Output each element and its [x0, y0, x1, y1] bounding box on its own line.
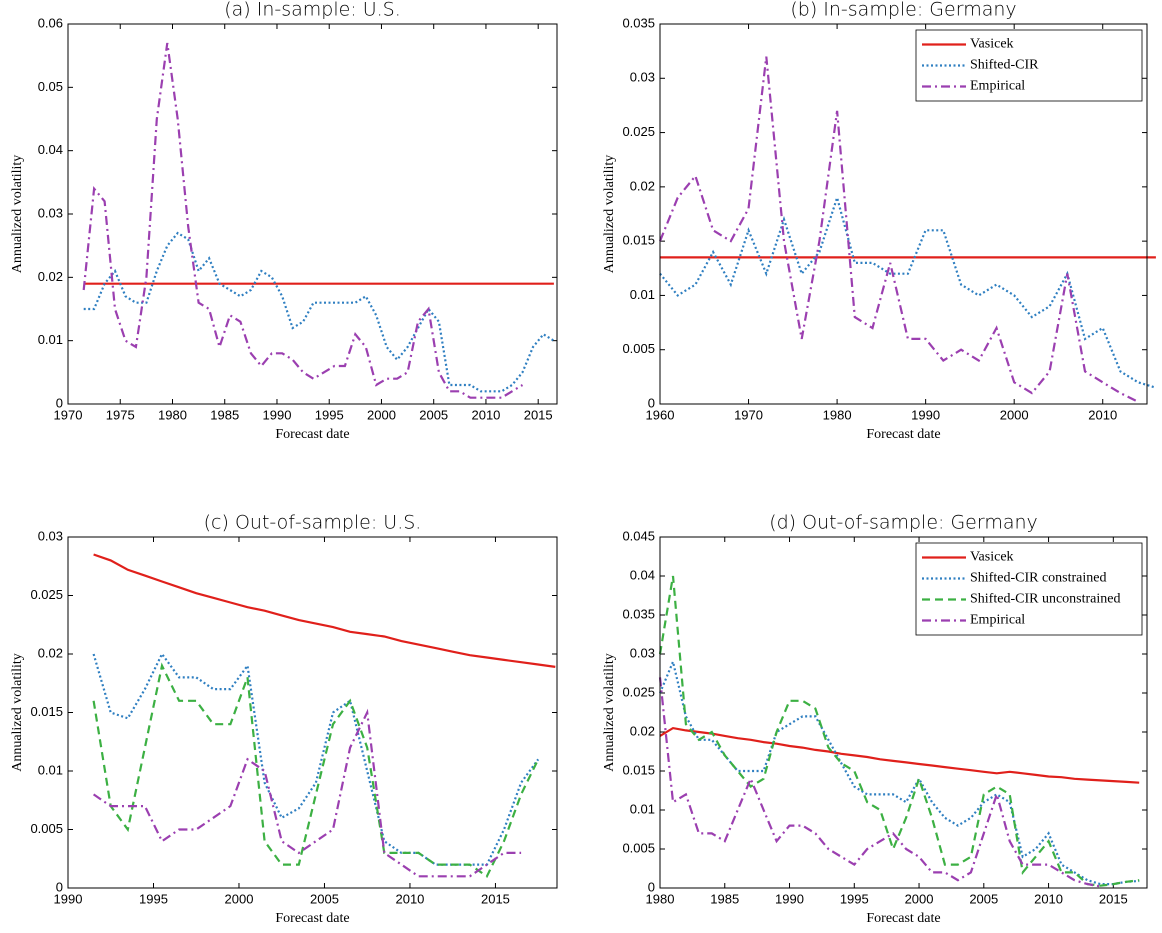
- x-tick-label: 2010: [1034, 891, 1063, 906]
- x-tick-label: 2015: [524, 407, 553, 422]
- y-tick-label: 0.005: [622, 341, 655, 356]
- y-tick-label: 0.03: [630, 70, 655, 85]
- series-line: [92, 651, 540, 866]
- y-tick-label: 0: [648, 395, 655, 410]
- x-tick-label: 2015: [481, 891, 510, 906]
- y-tick-label: 0.015: [622, 233, 655, 248]
- legend-label: Empirical: [970, 613, 1025, 628]
- x-tick-label: 1980: [646, 891, 675, 906]
- series-line: [658, 677, 1101, 888]
- x-axis-label: Forecast date: [275, 911, 349, 926]
- x-tick-label: 1985: [710, 891, 739, 906]
- x-tick-label: 2010: [1088, 407, 1117, 422]
- series-line: [658, 575, 1140, 887]
- legend-label: Vasicek: [970, 37, 1014, 52]
- x-tick-label: 2005: [310, 891, 339, 906]
- y-tick-label: 0.01: [630, 801, 655, 816]
- plot-frame: [659, 536, 1148, 889]
- y-axis-label: Annualized volatility: [602, 155, 617, 274]
- y-tick-label: 0.04: [630, 567, 655, 582]
- plot-frame: [67, 23, 558, 405]
- x-axis-label: Forecast date: [866, 911, 940, 926]
- x-tick-label: 1980: [823, 407, 852, 422]
- series-line: [658, 56, 1139, 403]
- x-tick-label: 2000: [905, 891, 934, 906]
- x-tick-label: 1985: [210, 407, 239, 422]
- legend-label: Shifted-CIR unconstrained: [970, 592, 1120, 607]
- x-tick-label: 1990: [54, 891, 83, 906]
- x-tick-label: 1995: [315, 407, 344, 422]
- x-tick-label: 2010: [471, 407, 500, 422]
- y-tick-label: 0.01: [38, 762, 63, 777]
- series-line: [83, 231, 555, 393]
- y-tick-label: 0.035: [622, 606, 655, 621]
- chart-title: (c) Out-of-sample: U.S.: [204, 512, 422, 534]
- y-tick-label: 0.045: [622, 528, 655, 543]
- y-tick-label: 0.015: [622, 762, 655, 777]
- y-tick-label: 0.02: [38, 269, 63, 284]
- legend-label: Vasicek: [970, 550, 1014, 565]
- x-tick-label: 1980: [158, 407, 187, 422]
- series-line: [82, 42, 524, 399]
- x-axis-label: Forecast date: [275, 427, 349, 442]
- chart-title: (a) In-sample: U.S.: [224, 0, 401, 21]
- legend-label: Shifted-CIR constrained: [970, 571, 1106, 586]
- legend-label: Empirical: [970, 79, 1025, 94]
- y-tick-label: 0.025: [622, 124, 655, 139]
- x-tick-label: 1975: [106, 407, 135, 422]
- x-tick-label: 1990: [911, 407, 940, 422]
- x-tick-label: 1995: [139, 891, 168, 906]
- series-line: [92, 708, 522, 878]
- y-tick-label: 0.03: [630, 645, 655, 660]
- x-axis-label: Forecast date: [866, 427, 940, 442]
- y-axis-label: Annualized volatility: [602, 653, 617, 772]
- y-tick-label: 0.03: [38, 528, 63, 543]
- y-tick-label: 0.05: [38, 79, 63, 94]
- y-axis-label: Annualized volatility: [10, 653, 25, 772]
- y-tick-label: 0.015: [30, 704, 63, 719]
- y-tick-label: 0.04: [38, 142, 63, 157]
- y-tick-label: 0.005: [30, 821, 63, 836]
- y-tick-label: 0.035: [622, 15, 655, 30]
- y-tick-label: 0.06: [38, 15, 63, 30]
- x-tick-label: 2005: [969, 891, 998, 906]
- x-tick-label: 1970: [54, 407, 83, 422]
- legend-label: Shifted-CIR: [970, 58, 1039, 73]
- series-line: [659, 193, 1157, 389]
- y-tick-label: 0.02: [38, 645, 63, 660]
- x-tick-label: 1990: [263, 407, 292, 422]
- plot-frame: [659, 23, 1148, 405]
- y-tick-label: 0.025: [30, 587, 63, 602]
- x-tick-label: 2000: [367, 407, 396, 422]
- y-tick-label: 0: [648, 879, 655, 894]
- plot-frame: [67, 536, 558, 889]
- chart-title: (b) In-sample: Germany: [790, 0, 1016, 21]
- y-axis-label: Annualized volatility: [10, 155, 25, 274]
- x-tick-label: 2000: [225, 891, 254, 906]
- y-tick-label: 0.025: [622, 684, 655, 699]
- x-tick-label: 2005: [419, 407, 448, 422]
- y-tick-label: 0.02: [630, 178, 655, 193]
- x-tick-label: 1970: [734, 407, 763, 422]
- y-tick-label: 0.01: [38, 332, 63, 347]
- x-tick-label: 2000: [1000, 407, 1029, 422]
- series-line: [658, 658, 1140, 886]
- x-tick-label: 1990: [775, 891, 804, 906]
- x-tick-label: 1995: [840, 891, 869, 906]
- y-tick-label: 0.03: [38, 205, 63, 220]
- x-tick-label: 2015: [1099, 891, 1128, 906]
- x-tick-label: 2010: [395, 891, 424, 906]
- chart-title: (d) Out-of-sample: Germany: [769, 512, 1038, 534]
- y-tick-label: 0.005: [622, 840, 655, 855]
- x-tick-label: 1960: [646, 407, 675, 422]
- series-line: [92, 662, 540, 878]
- y-tick-label: 0: [56, 879, 63, 894]
- series-line: [659, 726, 1140, 784]
- y-tick-label: 0.02: [630, 723, 655, 738]
- series-line: [93, 553, 556, 668]
- y-tick-label: 0: [56, 395, 63, 410]
- y-tick-label: 0.01: [630, 287, 655, 302]
